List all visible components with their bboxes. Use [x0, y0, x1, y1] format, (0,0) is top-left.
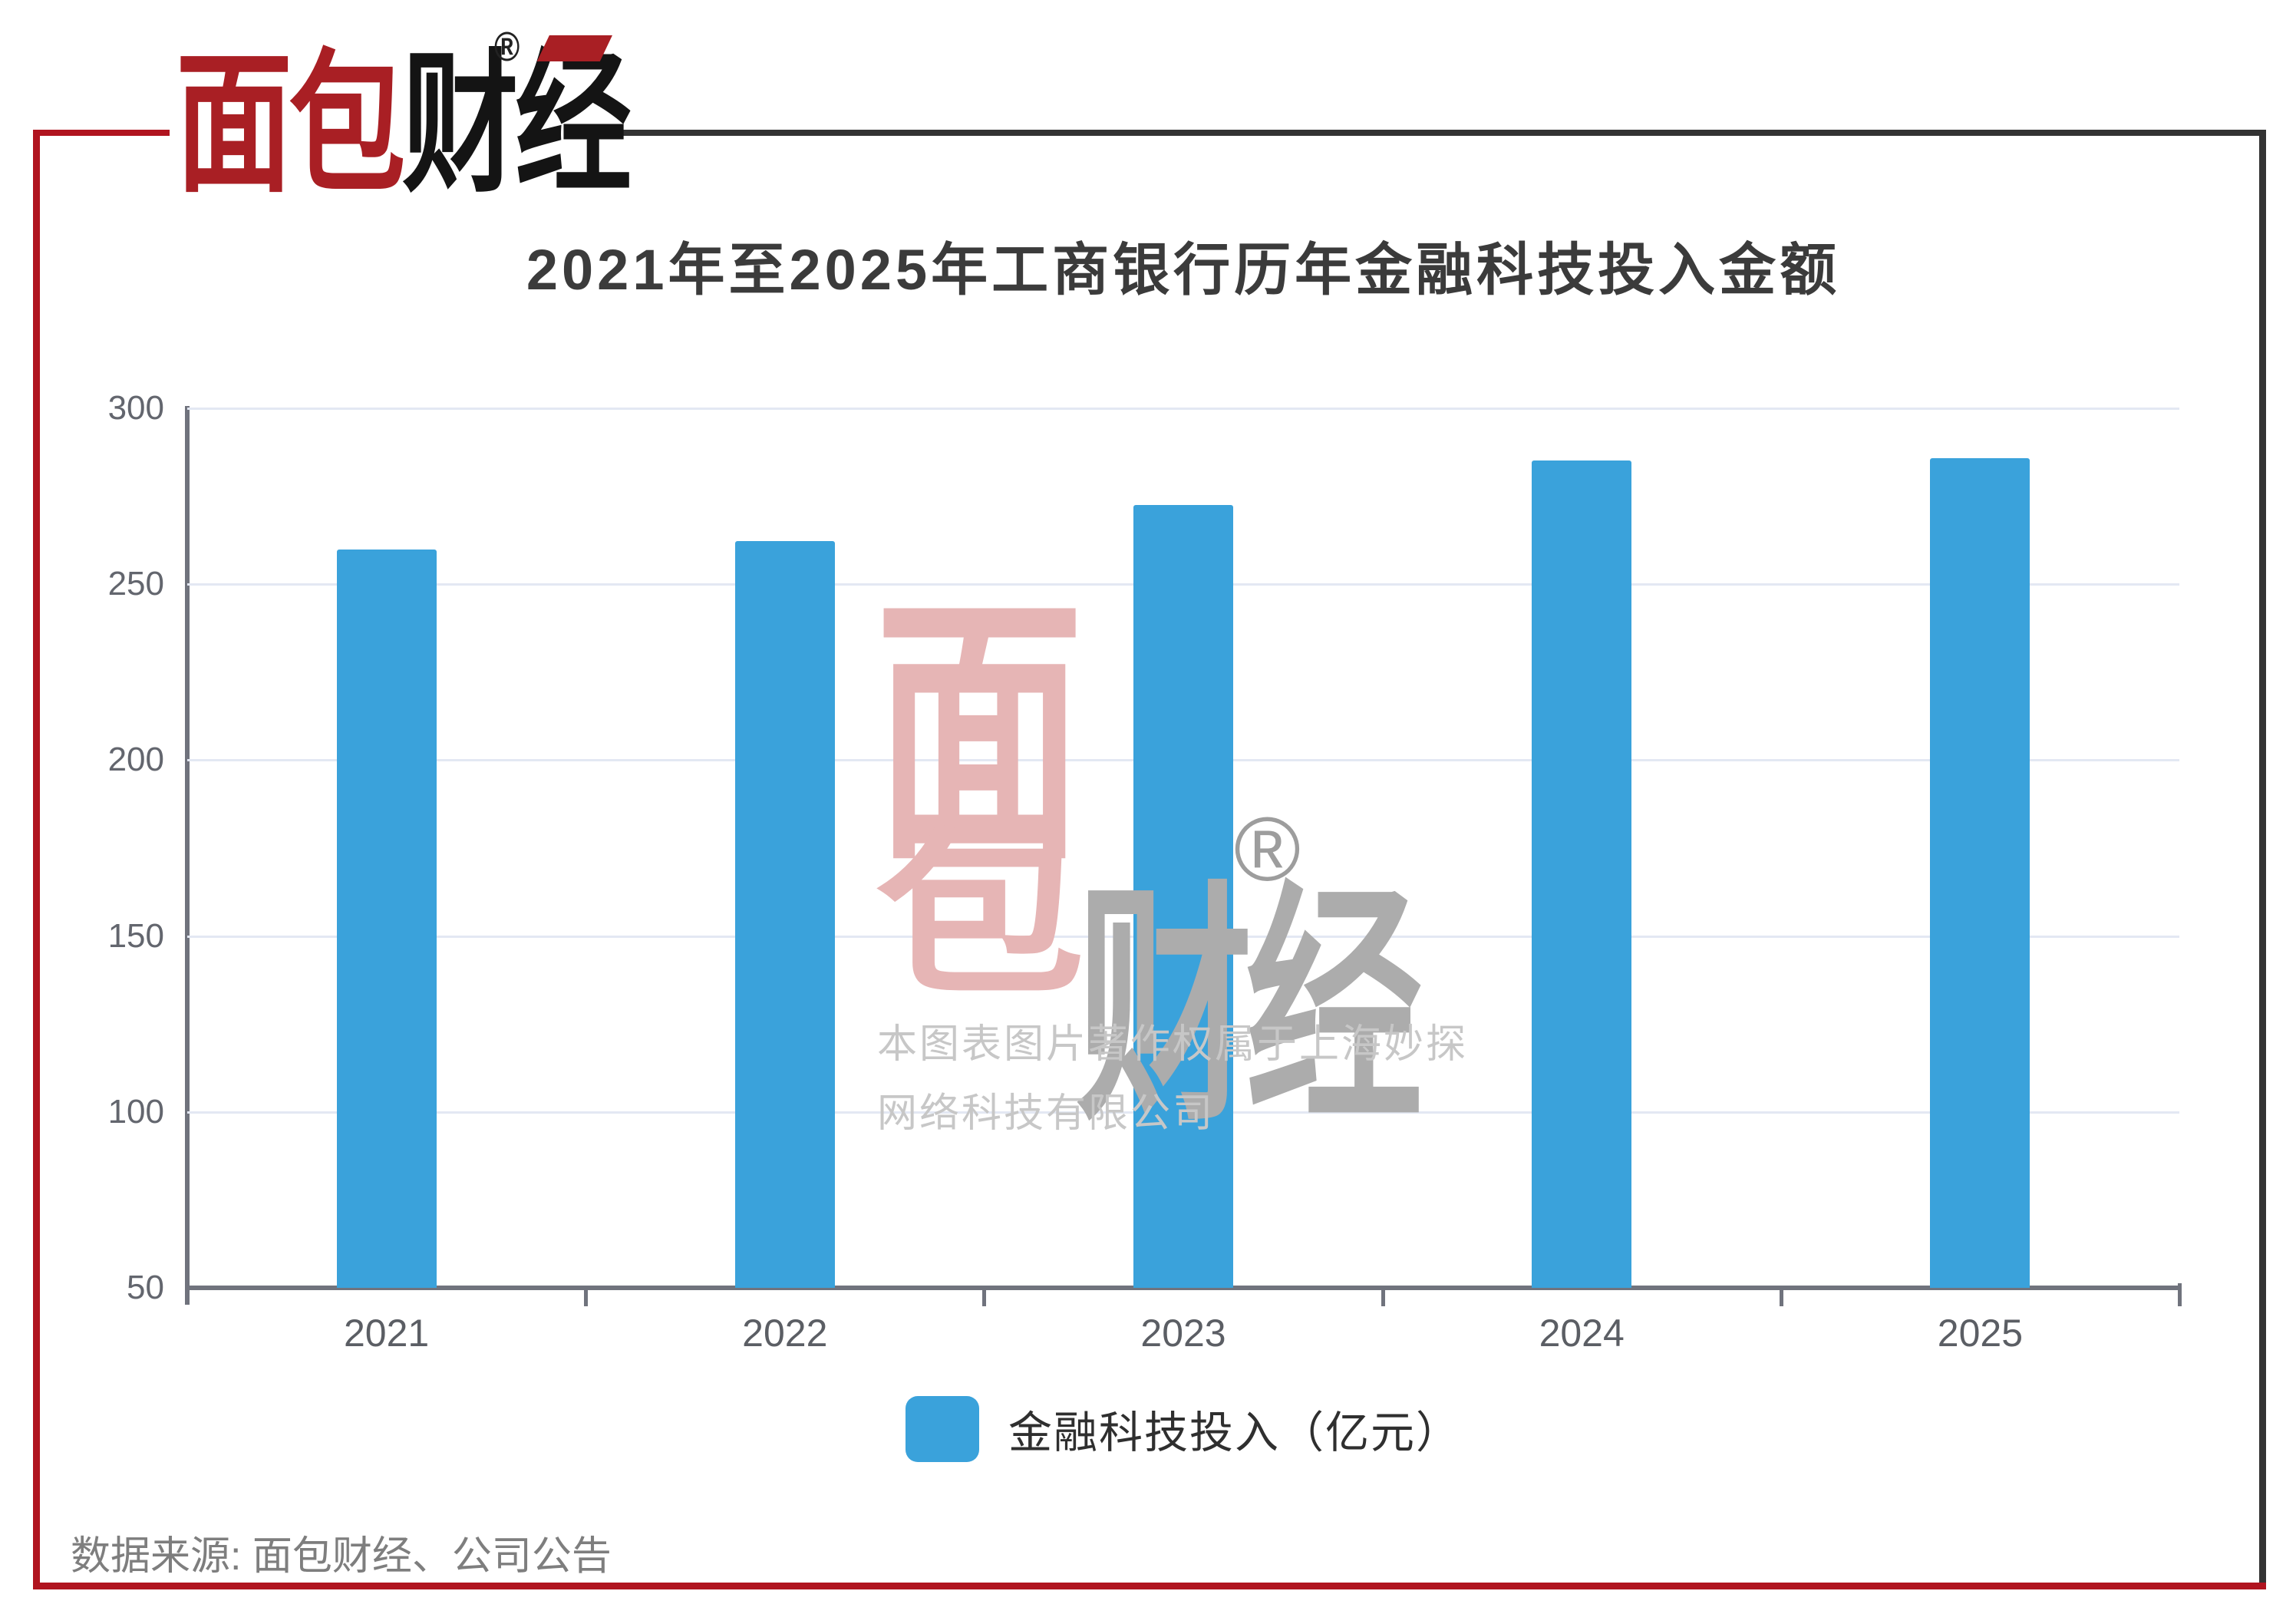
x-axis-tick-label: 2024	[1539, 1312, 1625, 1355]
x-axis-tick	[584, 1288, 589, 1306]
gridline-300	[187, 408, 2179, 410]
bar-2021	[336, 549, 437, 1288]
frame-top-left-red-line	[33, 130, 170, 136]
x-axis-tick-label: 2025	[1937, 1312, 2024, 1355]
bar-chart-plot: 50 100 150 200 250 300 2021 2022 2023 2024 2025	[108, 389, 2182, 1355]
registered-trademark-icon: ®	[493, 24, 520, 70]
bar-2024	[1532, 460, 1632, 1288]
legend-label: 金融科技投入（亿元）	[1008, 1408, 1461, 1457]
x-axis-tick	[1381, 1288, 1385, 1306]
data-source-text: 数据来源: 面包财经、公司公告	[71, 1534, 612, 1579]
x-axis-tick-label: 2021	[343, 1312, 430, 1355]
legend-swatch	[906, 1396, 979, 1462]
logo-accent-shape	[536, 35, 612, 61]
x-axis-tick	[982, 1288, 987, 1306]
brand-logo: 面包财经 ®	[176, 24, 632, 210]
x-axis-line	[185, 1286, 2179, 1290]
frame-bottom-red-line	[33, 1583, 2266, 1589]
frame-top-dark-line	[619, 130, 2265, 136]
bar-2025	[1930, 457, 2030, 1288]
x-axis-tick-label: 2022	[742, 1312, 828, 1355]
bar-2023	[1133, 505, 1233, 1288]
y-axis-tick-label: 50	[127, 1269, 164, 1306]
brand-logo-red-text: 面包	[176, 39, 405, 210]
x-axis-tick	[1779, 1288, 1783, 1306]
bar-2022	[734, 541, 835, 1288]
chart-title: 2021年至2025年工商银行历年金融科技投入金额	[526, 238, 1841, 302]
frame-left-red-line	[33, 130, 40, 1589]
y-axis-tick-label: 100	[107, 1092, 164, 1131]
frame-right-dark-line	[2259, 130, 2266, 1589]
chart-legend: 金融科技投入（亿元）	[187, 1391, 2179, 1467]
x-axis-end-tick	[2178, 1283, 2182, 1306]
y-axis-tick-label: 200	[107, 741, 164, 779]
x-axis-tick-label: 2023	[1140, 1312, 1226, 1355]
y-axis-tick-label: 300	[107, 389, 164, 427]
y-axis-tick-label: 250	[107, 565, 164, 603]
y-axis-line	[185, 406, 190, 1305]
y-axis-tick-label: 150	[107, 916, 164, 955]
brand-logo-black-text: 财经	[401, 39, 632, 210]
